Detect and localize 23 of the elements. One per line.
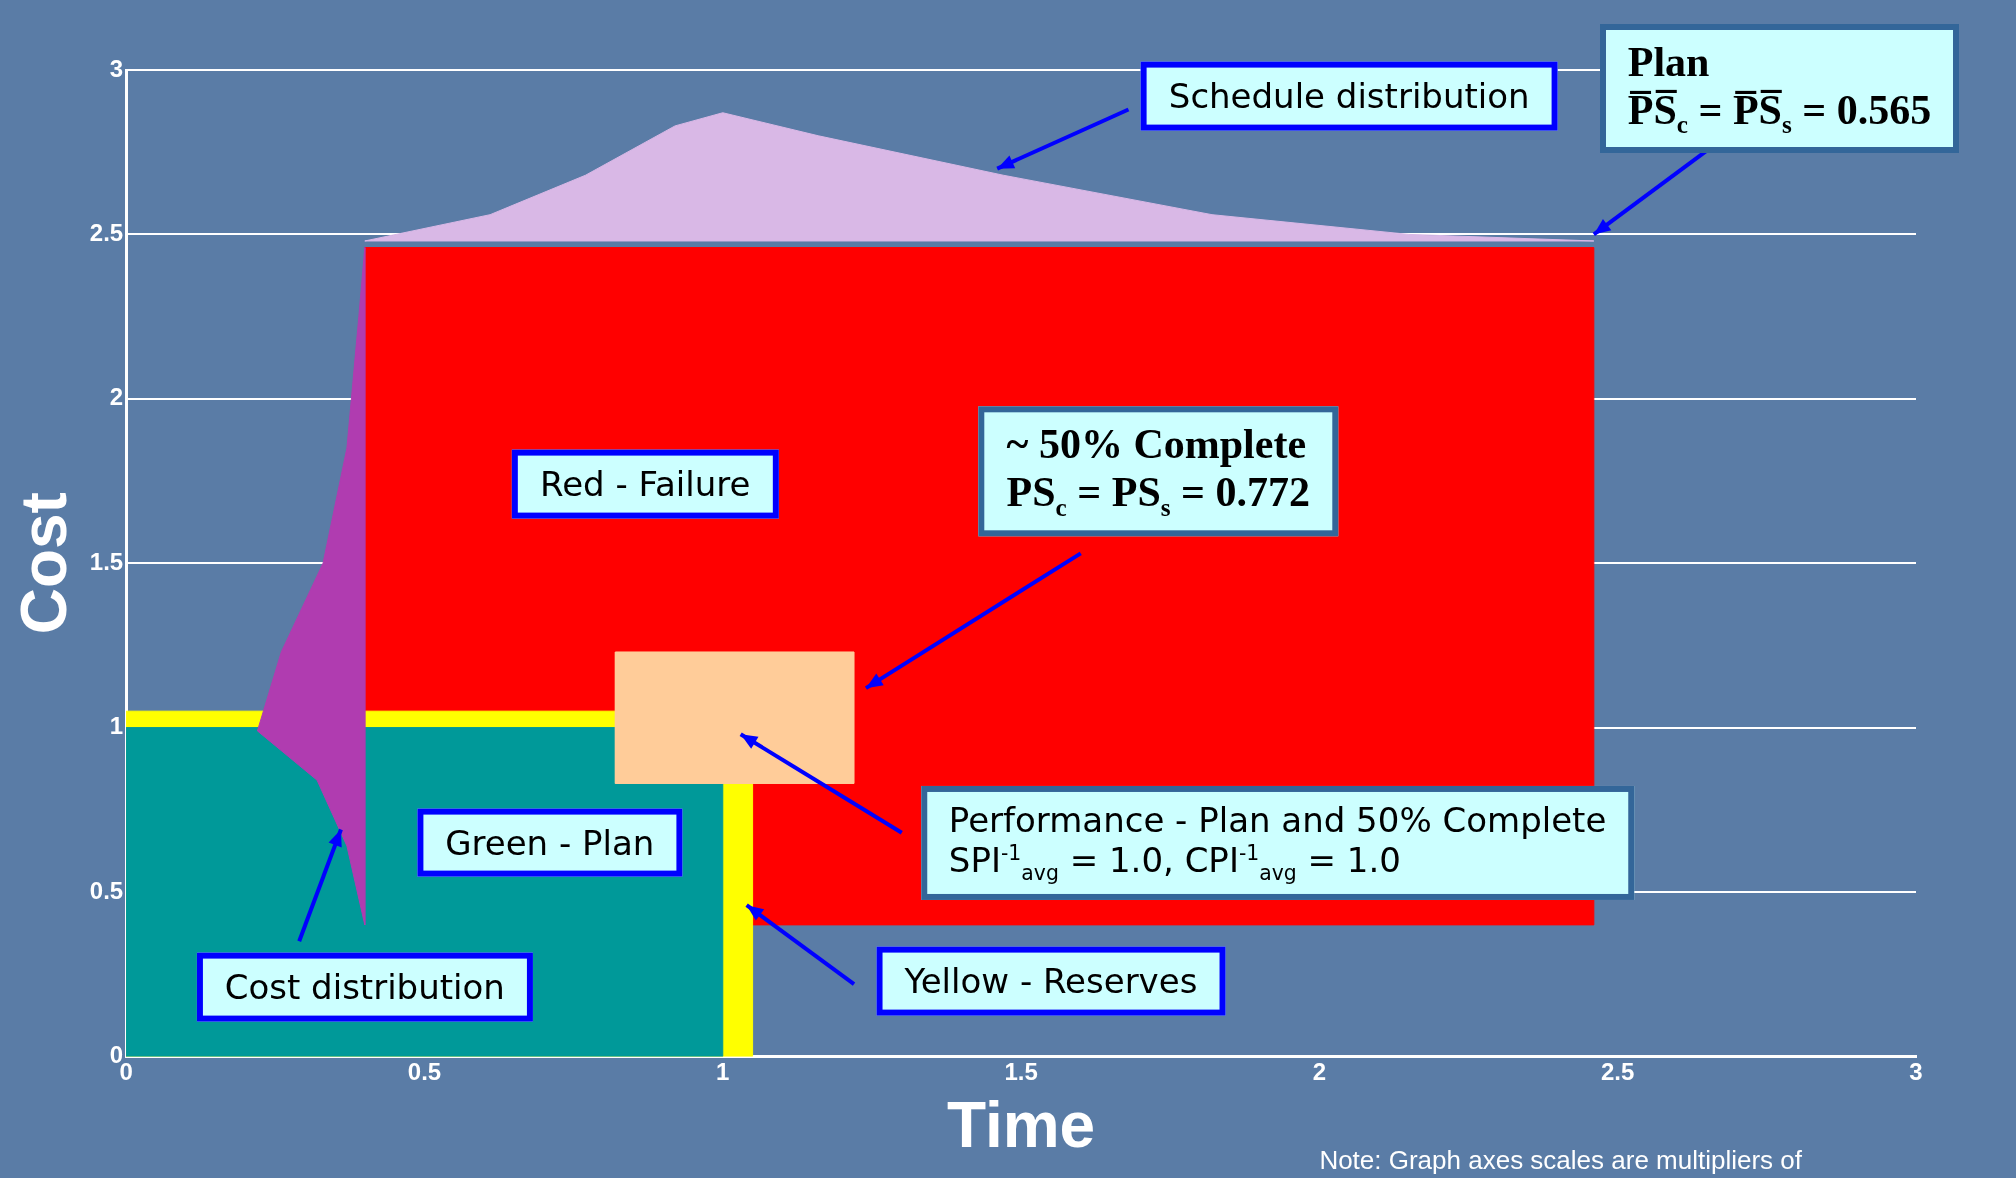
y-tick-label: 2.5 bbox=[89, 219, 124, 247]
callout-box: ~ 50% Complete PS$_{c}$ = PS$_{s}$ = 0.772 bbox=[978, 406, 1338, 536]
callout-box: Plan P̅S̅$_{c}$ = P̅S̅$_{s}$ = 0.565 bbox=[1599, 23, 1960, 154]
x-tick-label: 3 bbox=[1909, 1058, 1923, 1086]
y-tick-label: 1.5 bbox=[89, 547, 124, 575]
callout-box: Green - Plan bbox=[417, 808, 683, 878]
y-tick-label: 0.5 bbox=[89, 876, 124, 904]
x-tick-label: 1 bbox=[716, 1058, 730, 1086]
callout-box: Red - Failure bbox=[512, 449, 779, 519]
y-tick-label: 1 bbox=[109, 712, 124, 740]
y-tick-label: 2 bbox=[109, 383, 124, 411]
callout-box: Cost distribution bbox=[196, 952, 533, 1022]
x-axis-title: Time bbox=[946, 1089, 1096, 1162]
callout-box: Schedule distribution bbox=[1140, 61, 1558, 131]
callout-box: Performance - Plan and 50% Complete SPI$^{-1}$$_{avg}$ = 1.0, CPI$^{-1}$$_{avg}$ = 1.0 bbox=[920, 785, 1635, 900]
x-tick-label: 0.5 bbox=[407, 1058, 442, 1086]
y-tick-label: 3 bbox=[109, 54, 124, 82]
x-tick-label: 2.5 bbox=[1601, 1058, 1635, 1086]
x-tick-label: 1.5 bbox=[1004, 1058, 1038, 1086]
y-axis-title: Cost bbox=[8, 492, 81, 635]
callout-box: Yellow - Reserves bbox=[876, 946, 1226, 1016]
x-tick-label: 2 bbox=[1312, 1058, 1327, 1086]
text: Note: Graph axes scales are multipliers of bbox=[1319, 1145, 1803, 1177]
